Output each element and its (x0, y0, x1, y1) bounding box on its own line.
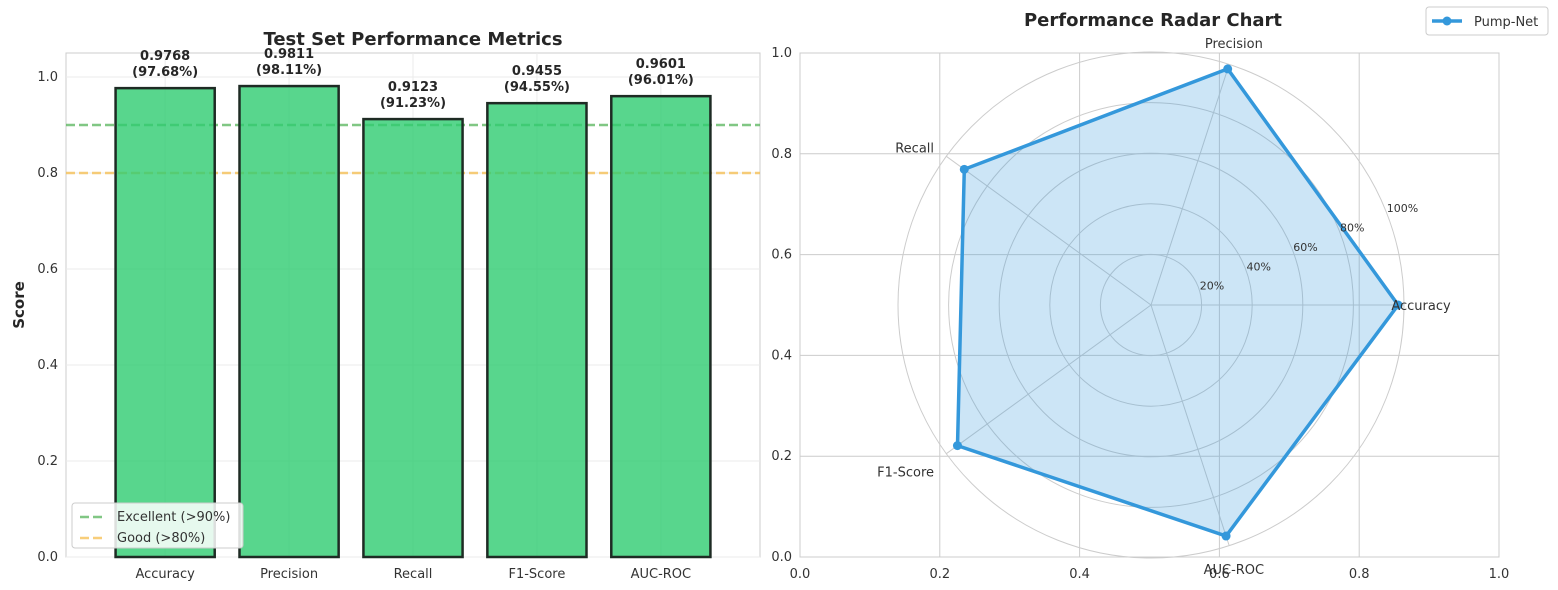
radar-radial-tick: 20% (1200, 280, 1224, 293)
x-tick-labels: Accuracy Precision Recall F1-Score AUC-ROC (135, 567, 691, 582)
radar-line (955, 66, 1401, 539)
legend-entry: Good (>80%) (117, 531, 205, 546)
y-tick-label: 1.0 (37, 70, 58, 85)
radar-radial-tick: 80% (1340, 222, 1364, 235)
radar-bg-x-tick: 0.4 (1069, 567, 1090, 582)
bars (114, 84, 712, 559)
radar-bg-y-tick: 0.0 (771, 550, 792, 565)
bar-percent-label: (91.23%) (380, 96, 446, 111)
bar-value-label: 0.9601 (636, 57, 686, 72)
y-tick-label: 0.8 (37, 166, 58, 181)
y-tick-label: 0.0 (37, 550, 58, 565)
x-tick-label: Precision (260, 567, 318, 582)
y-axis-label: Score (10, 281, 28, 329)
radar-background-y-ticks: 0.0 0.2 0.4 0.6 0.8 1.0 (771, 46, 792, 565)
radar-category-label: Accuracy (1391, 299, 1451, 314)
radar-legend-marker (1442, 16, 1452, 26)
bar-legend-box (71, 502, 244, 549)
radar-spoke (1150, 304, 1230, 546)
radar-bg-y-tick: 1.0 (771, 46, 792, 61)
radar-point (1393, 300, 1403, 310)
radar-category-label: F1-Score (877, 466, 934, 481)
x-tick-label: Accuracy (135, 567, 195, 582)
bar-percent-label: (97.68%) (132, 65, 198, 80)
bar (114, 86, 216, 559)
bar-data-labels: 0.9768(97.68%) 0.9811(98.11%) 0.9123(91.23… (132, 47, 694, 111)
bar-percent-label: (98.11%) (256, 63, 322, 78)
radar-category-label: Recall (895, 141, 934, 156)
radar-radial-tick: 40% (1246, 260, 1270, 273)
x-tick-label: F1-Score (508, 567, 565, 582)
radar-point (952, 441, 962, 451)
radar-legend: Pump-Net (1425, 6, 1549, 36)
y-tick-label: 0.6 (37, 262, 58, 277)
y-tick-labels: 0.0 0.2 0.4 0.6 0.8 1.0 (37, 70, 58, 565)
radar-background-gridlines (799, 52, 1500, 558)
radar-bg-y-tick: 0.8 (771, 147, 792, 162)
radar-legend-box (1425, 6, 1549, 36)
bar-value-label: 0.9455 (512, 64, 562, 79)
radar-bg-x-tick: 0.2 (929, 567, 950, 582)
radar-spoke (1150, 64, 1230, 306)
x-tick-label: Recall (394, 567, 433, 582)
radar-bg-y-tick: 0.4 (771, 348, 792, 363)
bar-percent-label: (96.01%) (628, 73, 694, 88)
radar-chart-panel: 0.0 0.2 0.4 0.6 0.8 1.0 0.0 0.2 0.4 0.6 0.8 1.0 20… (771, 6, 1549, 582)
radar-point (1221, 531, 1231, 541)
legend-entry: Excellent (>90%) (117, 510, 230, 525)
radar-radial-tick: 100% (1387, 202, 1418, 215)
radar-category-label: AUC-ROC (1204, 563, 1265, 578)
y-tick-label: 0.2 (37, 454, 58, 469)
radar-category-label: Precision (1205, 37, 1263, 52)
radar-bg-x-tick: 0.0 (790, 567, 811, 582)
bar-chart-title: Test Set Performance Metrics (263, 29, 562, 50)
radar-bg-x-tick: 1.0 (1489, 567, 1510, 582)
bar-chart-panel: 0.9768(97.68%) 0.9811(98.11%) 0.9123(91.23… (10, 29, 761, 582)
bar-percent-label: (94.55%) (504, 80, 570, 95)
radar-series (952, 64, 1403, 541)
bar-value-label: 0.9123 (388, 80, 438, 95)
radar-background-x-ticks: 0.0 0.2 0.4 0.6 0.8 1.0 (790, 567, 1510, 582)
radar-polar-grid (897, 51, 1405, 559)
bar (238, 84, 340, 559)
bar (362, 117, 464, 559)
radar-bg-x-tick: 0.6 (1209, 567, 1230, 582)
radar-radial-tick-labels: 20% 40% 60% 80% 100% (1200, 202, 1418, 292)
bar-value-label: 0.9768 (140, 49, 190, 64)
radar-radial-tick: 60% (1293, 241, 1317, 254)
radar-bg-y-tick: 0.2 (771, 449, 792, 464)
radar-area (957, 68, 1399, 537)
radar-bg-y-tick: 0.6 (771, 248, 792, 263)
bar-value-label: 0.9811 (264, 47, 314, 62)
radar-bg-x-tick: 0.8 (1349, 567, 1370, 582)
radar-point (1223, 64, 1233, 74)
bar (610, 94, 712, 559)
bar (486, 101, 588, 559)
radar-chart-title: Performance Radar Chart (1024, 10, 1282, 31)
radar-category-labels: Accuracy Precision Recall F1-Score AUC-ROC (877, 37, 1451, 578)
x-tick-label: AUC-ROC (631, 567, 692, 582)
radar-spoke (946, 155, 1152, 306)
radar-legend-entry: Pump-Net (1474, 15, 1538, 30)
radar-spoke (946, 304, 1152, 455)
y-tick-label: 0.4 (37, 358, 58, 373)
bar-legend: Excellent (>90%) Good (>80%) (71, 502, 244, 549)
radar-point (959, 164, 969, 174)
